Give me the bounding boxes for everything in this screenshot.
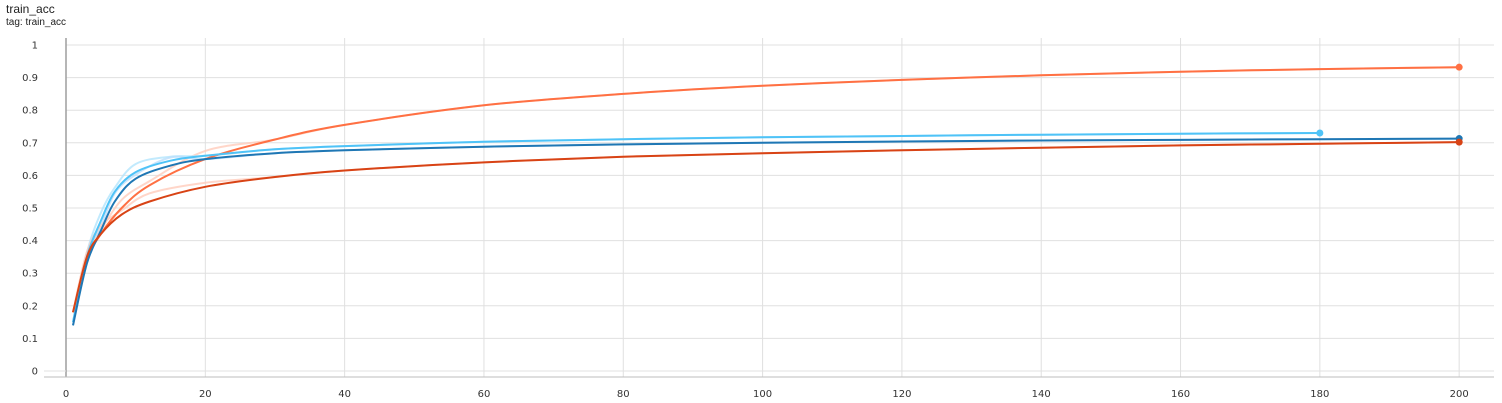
series-end-marker: [1455, 63, 1463, 71]
y-tick-label: 0.6: [22, 171, 38, 182]
x-tick-label: 40: [338, 389, 351, 400]
y-tick-label: 0: [32, 367, 38, 378]
series-line: [72, 141, 1460, 313]
x-tick-label: 140: [1032, 389, 1051, 400]
y-tick-label: 0.8: [22, 106, 38, 117]
y-tick-label: 0.5: [22, 204, 38, 215]
y-tick-label: 0.2: [22, 301, 38, 312]
x-tick-label: 160: [1171, 389, 1190, 400]
chart-tag: tag: train_acc: [6, 17, 67, 28]
x-tick-label: 80: [617, 389, 630, 400]
x-tick-label: 200: [1450, 389, 1469, 400]
series-line: [72, 66, 1460, 313]
x-tick-label: 100: [753, 389, 772, 400]
y-tick-label: 0.4: [22, 236, 38, 247]
y-tick-label: 1: [32, 41, 38, 52]
raw-series-line: [72, 66, 1460, 313]
series-line: [72, 137, 1460, 326]
x-tick-label: 120: [892, 389, 911, 400]
x-tick-label: 180: [1310, 389, 1329, 400]
raw-series-line: [72, 137, 1460, 326]
raw-series-line: [72, 141, 1460, 313]
chart-title: train_acc: [6, 2, 55, 16]
y-tick-label: 0.3: [22, 269, 38, 280]
series-line: [72, 132, 1320, 323]
y-tick-label: 0.7: [22, 138, 38, 149]
x-tick-label: 60: [478, 389, 491, 400]
series-end-marker: [1455, 138, 1463, 146]
x-tick-label: 20: [199, 389, 212, 400]
x-tick-label: 0: [63, 389, 69, 400]
y-tick-label: 0.1: [22, 334, 38, 345]
y-tick-label: 0.9: [22, 73, 38, 84]
raw-series-line: [72, 132, 1320, 323]
series-end-marker: [1316, 129, 1324, 137]
